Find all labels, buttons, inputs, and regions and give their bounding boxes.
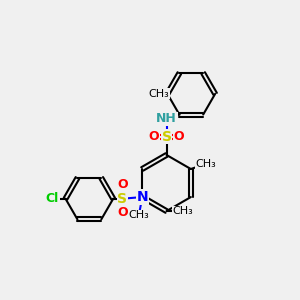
Text: Cl: Cl xyxy=(46,192,59,205)
Text: O: O xyxy=(149,130,159,143)
Text: CH₃: CH₃ xyxy=(195,159,216,169)
Text: CH₃: CH₃ xyxy=(172,206,194,216)
Text: CH₃: CH₃ xyxy=(148,89,170,99)
Text: N: N xyxy=(136,190,148,204)
Text: O: O xyxy=(174,130,184,143)
Text: O: O xyxy=(117,178,128,191)
Text: S: S xyxy=(117,192,128,206)
Text: NH: NH xyxy=(156,112,177,125)
Text: S: S xyxy=(161,130,172,144)
Text: CH₃: CH₃ xyxy=(128,210,149,220)
Text: O: O xyxy=(117,206,128,219)
